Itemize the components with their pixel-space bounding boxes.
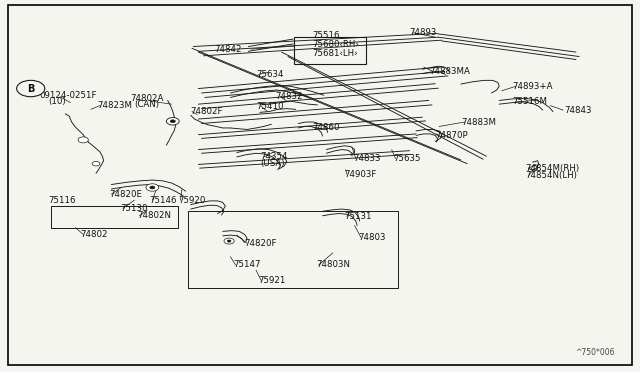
Bar xyxy=(294,37,366,64)
Text: 74833: 74833 xyxy=(353,154,381,163)
Circle shape xyxy=(170,120,175,123)
Text: 74802N: 74802N xyxy=(137,211,171,220)
Text: 74802F: 74802F xyxy=(191,107,223,116)
Text: (CAN): (CAN) xyxy=(134,100,160,109)
Circle shape xyxy=(166,118,179,125)
Text: 75410: 75410 xyxy=(256,102,284,111)
Text: 74803N: 74803N xyxy=(316,260,350,269)
Text: 74803: 74803 xyxy=(358,233,386,242)
Text: 75131: 75131 xyxy=(344,212,372,221)
Text: 74820F: 74820F xyxy=(244,239,277,248)
Text: 75146: 75146 xyxy=(150,196,177,205)
Text: 75516: 75516 xyxy=(312,31,340,40)
Text: 74802: 74802 xyxy=(81,230,108,239)
Circle shape xyxy=(78,137,88,143)
Text: 75921: 75921 xyxy=(259,276,286,285)
Text: 74832: 74832 xyxy=(275,92,303,101)
Text: 75635: 75635 xyxy=(393,154,420,163)
Circle shape xyxy=(17,80,45,97)
Text: 75130: 75130 xyxy=(120,204,148,213)
Circle shape xyxy=(146,184,159,191)
Text: 75116: 75116 xyxy=(49,196,76,205)
Text: 74842: 74842 xyxy=(214,45,242,54)
Circle shape xyxy=(227,240,231,242)
Text: 74854M(RH): 74854M(RH) xyxy=(525,164,579,173)
Text: 74802A: 74802A xyxy=(131,94,164,103)
Text: 74893: 74893 xyxy=(410,28,437,37)
Text: 75516M: 75516M xyxy=(512,97,547,106)
Text: (USA): (USA) xyxy=(260,159,284,168)
Text: 74354: 74354 xyxy=(260,153,287,161)
Text: 75634: 75634 xyxy=(256,70,284,79)
Text: 75147: 75147 xyxy=(233,260,260,269)
Text: 74883M: 74883M xyxy=(461,118,496,126)
Text: 74854N(LH): 74854N(LH) xyxy=(525,171,577,180)
Text: 75920: 75920 xyxy=(178,196,205,205)
Text: 75680‹RH›: 75680‹RH› xyxy=(312,40,359,49)
Text: 09124-0251F: 09124-0251F xyxy=(40,91,97,100)
Circle shape xyxy=(224,238,234,244)
Text: (10): (10) xyxy=(49,97,67,106)
Text: 74893+A: 74893+A xyxy=(512,82,552,91)
Text: 74860: 74860 xyxy=(312,123,340,132)
Text: 75681‹LH›: 75681‹LH› xyxy=(312,49,358,58)
Text: 74903F: 74903F xyxy=(344,170,377,179)
Text: 74870P: 74870P xyxy=(435,131,468,140)
Text: 74823M: 74823M xyxy=(97,101,132,110)
Text: ^750*006: ^750*006 xyxy=(575,348,614,357)
Text: 74883MA: 74883MA xyxy=(429,67,470,76)
Text: 74843: 74843 xyxy=(564,106,592,115)
Circle shape xyxy=(92,161,100,166)
Circle shape xyxy=(150,186,155,189)
Text: 74820E: 74820E xyxy=(109,190,142,199)
Text: B: B xyxy=(27,84,35,93)
